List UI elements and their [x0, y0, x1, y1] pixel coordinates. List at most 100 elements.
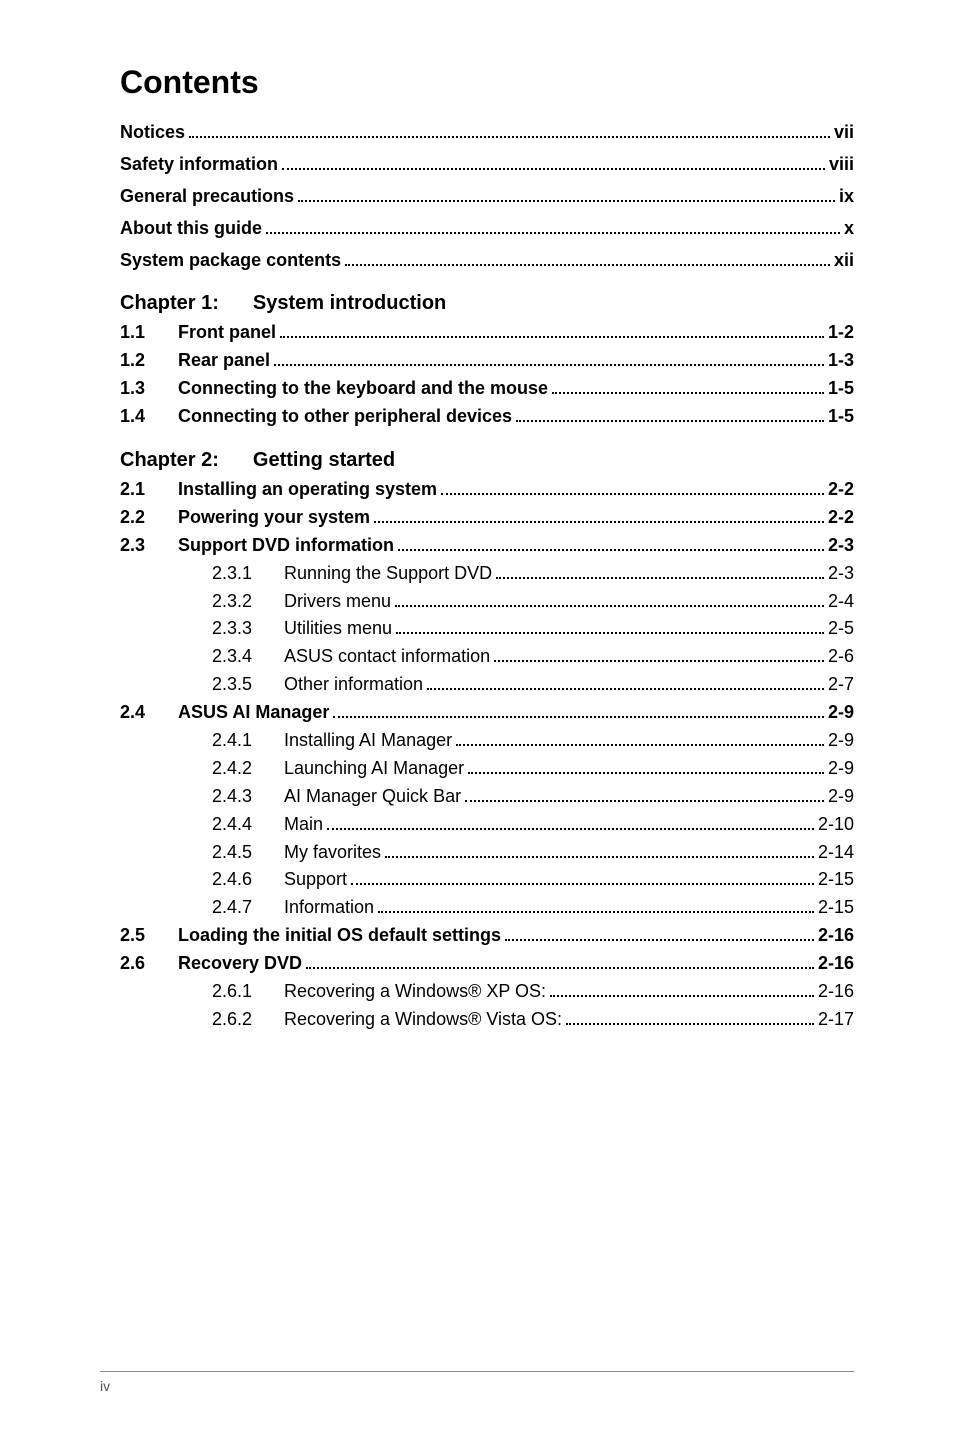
toc-page: vii	[834, 119, 854, 147]
section-label: Connecting to the keyboard and the mouse	[178, 375, 548, 403]
chapter-2-sections: 2.1 Installing an operating system 2-2 2…	[120, 476, 854, 1034]
toc-line: About this guide x	[120, 215, 854, 243]
toc-page: 2-7	[828, 671, 854, 699]
toc-line: 2.4.6 Support 2-15	[120, 866, 854, 894]
dot-leader	[306, 967, 814, 969]
section-num: 1.1	[120, 319, 178, 347]
sub-label: Information	[284, 894, 374, 922]
toc-label: System package contents	[120, 247, 341, 275]
toc-label: About this guide	[120, 215, 262, 243]
toc-label: General precautions	[120, 183, 294, 211]
toc-page: 2-15	[818, 866, 854, 894]
toc-page: 1-2	[828, 319, 854, 347]
dot-leader	[385, 856, 814, 858]
chapter-title: System introduction	[253, 292, 446, 314]
toc-line: 2.4.3 AI Manager Quick Bar 2-9	[120, 783, 854, 811]
sub-label: Drivers menu	[284, 588, 391, 616]
dot-leader	[345, 264, 830, 266]
sub-num: 2.3.4	[212, 643, 284, 671]
dot-leader	[398, 549, 824, 551]
toc-line: 1.4 Connecting to other peripheral devic…	[120, 403, 854, 431]
section-label: Front panel	[178, 319, 276, 347]
toc-line: 2.6 Recovery DVD 2-16	[120, 950, 854, 978]
toc-page: ix	[839, 183, 854, 211]
section-num: 2.5	[120, 922, 178, 950]
section-num: 1.2	[120, 347, 178, 375]
page: Contents Notices vii Safety information …	[0, 0, 954, 1438]
sub-num: 2.4.6	[212, 866, 284, 894]
section-num: 2.3	[120, 532, 178, 560]
dot-leader	[456, 744, 824, 746]
page-footer: iv	[100, 1371, 854, 1394]
toc-page: 2-9	[828, 783, 854, 811]
toc-page: 2-9	[828, 699, 854, 727]
dot-leader	[266, 232, 840, 234]
dot-leader	[189, 136, 830, 138]
toc-page: 2-3	[828, 560, 854, 588]
sub-num: 2.4.4	[212, 811, 284, 839]
section-num: 2.2	[120, 504, 178, 532]
sub-num: 2.6.1	[212, 978, 284, 1006]
chapter-title: Getting started	[253, 449, 395, 471]
toc-page: 2-16	[818, 950, 854, 978]
sub-num: 2.3.5	[212, 671, 284, 699]
sub-num: 2.3.1	[212, 560, 284, 588]
dot-leader	[351, 883, 814, 885]
toc-line: 2.5 Loading the initial OS default setti…	[120, 922, 854, 950]
section-num: 2.6	[120, 950, 178, 978]
dot-leader	[282, 168, 825, 170]
chapter-prefix: Chapter 1:	[120, 292, 219, 314]
toc-page: 2-2	[828, 504, 854, 532]
toc-line: 2.6.1 Recovering a Windows® XP OS: 2-16	[120, 978, 854, 1006]
section-label: Support DVD information	[178, 532, 394, 560]
sub-num: 2.3.3	[212, 615, 284, 643]
dot-leader	[550, 995, 814, 997]
toc-line: 2.4.1 Installing AI Manager 2-9	[120, 727, 854, 755]
toc-line: Notices vii	[120, 119, 854, 147]
toc-page: 1-3	[828, 347, 854, 375]
dot-leader	[494, 660, 824, 662]
sub-num: 2.6.2	[212, 1006, 284, 1034]
dot-leader	[395, 605, 824, 607]
toc-page: viii	[829, 151, 854, 179]
section-num: 1.3	[120, 375, 178, 403]
sub-label: Installing AI Manager	[284, 727, 452, 755]
toc-page: 2-15	[818, 894, 854, 922]
toc-page: 2-17	[818, 1006, 854, 1034]
toc-line: 2.4.7 Information 2-15	[120, 894, 854, 922]
chapter-1-sections: 1.1 Front panel 1-2 1.2 Rear panel 1-3 1…	[120, 319, 854, 431]
toc-page: 2-9	[828, 755, 854, 783]
toc-page: 2-6	[828, 643, 854, 671]
toc-label: Safety information	[120, 151, 278, 179]
sub-num: 2.4.5	[212, 839, 284, 867]
sub-label: AI Manager Quick Bar	[284, 783, 461, 811]
sub-num: 2.4.7	[212, 894, 284, 922]
dot-leader	[327, 828, 814, 830]
toc-line: 2.3.3 Utilities menu 2-5	[120, 615, 854, 643]
section-label: Powering your system	[178, 504, 370, 532]
toc-line: 2.1 Installing an operating system 2-2	[120, 476, 854, 504]
section-num: 2.1	[120, 476, 178, 504]
toc-page: x	[844, 215, 854, 243]
toc-line: 2.3.2 Drivers menu 2-4	[120, 588, 854, 616]
section-label: Rear panel	[178, 347, 270, 375]
section-label: Loading the initial OS default settings	[178, 922, 501, 950]
sub-label: Recovering a Windows® XP OS:	[284, 978, 546, 1006]
toc-page: 2-4	[828, 588, 854, 616]
toc-page: 2-14	[818, 839, 854, 867]
toc-line: 1.1 Front panel 1-2	[120, 319, 854, 347]
dot-leader	[516, 420, 824, 422]
toc-line: 2.2 Powering your system 2-2	[120, 504, 854, 532]
toc-line: 2.4.2 Launching AI Manager 2-9	[120, 755, 854, 783]
sub-label: Utilities menu	[284, 615, 392, 643]
chapter-heading: Chapter 2:Getting started	[120, 449, 854, 472]
section-num: 1.4	[120, 403, 178, 431]
toc-page: 1-5	[828, 403, 854, 431]
toc-line: 2.4 ASUS AI Manager 2-9	[120, 699, 854, 727]
toc-line: 1.3 Connecting to the keyboard and the m…	[120, 375, 854, 403]
toc-line: 2.3.4 ASUS contact information 2-6	[120, 643, 854, 671]
toc-page: 2-16	[818, 922, 854, 950]
dot-leader	[427, 688, 824, 690]
toc-page: 2-16	[818, 978, 854, 1006]
sub-num: 2.4.1	[212, 727, 284, 755]
